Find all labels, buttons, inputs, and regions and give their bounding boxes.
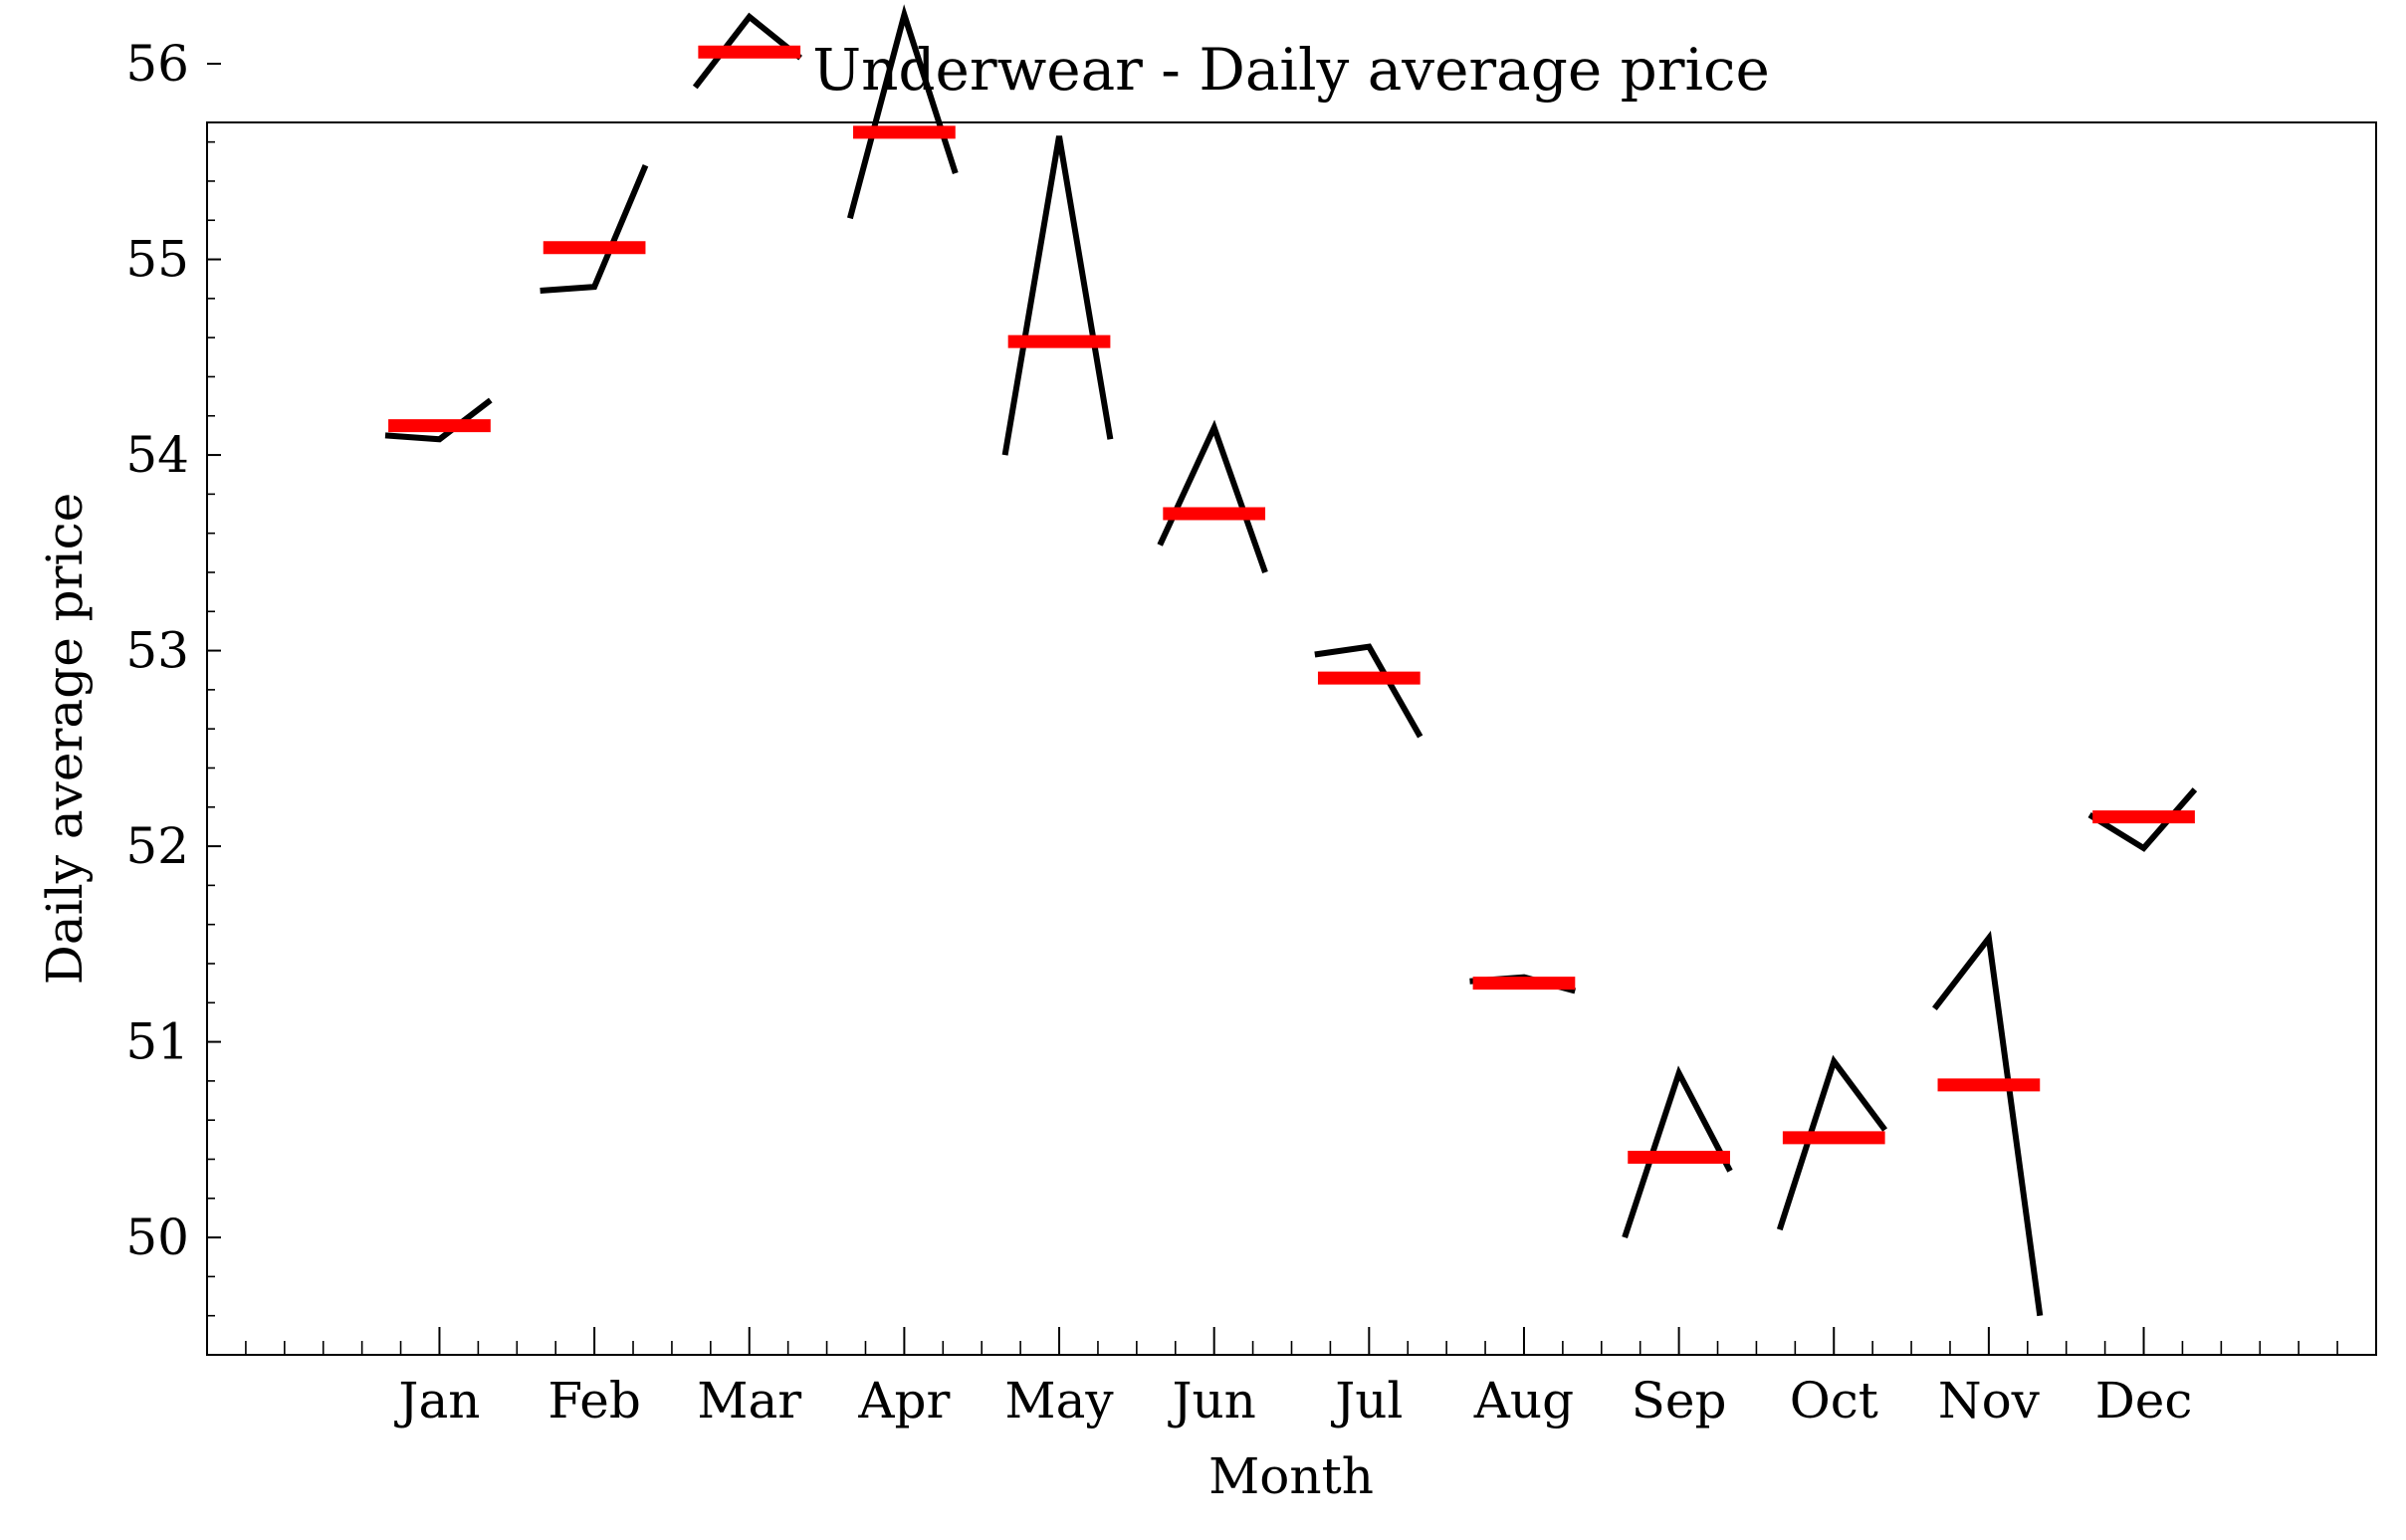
daily-price-line [692, 12, 802, 90]
y-tick-label: 52 [125, 817, 189, 875]
x-tick-label: Jul [1330, 1372, 1403, 1430]
x-tick-label: May [1004, 1372, 1114, 1430]
daily-price-line [1001, 135, 1114, 456]
mean-bars [388, 45, 2195, 1165]
x-axis-label: Month [1208, 1447, 1374, 1505]
daily-price-line [384, 397, 493, 443]
x-tick-label: Sep [1632, 1372, 1727, 1430]
daily-price-line [1776, 1054, 1888, 1231]
x-tick-label: Jan [393, 1372, 480, 1430]
y-tick-label: 51 [125, 1013, 189, 1071]
x-tick-label: Nov [1938, 1372, 2041, 1430]
daily-price-line [1314, 643, 1423, 739]
y-axis-label: Daily average price [36, 493, 94, 985]
x-tick-labels: Jan Feb Mar Apr May Jun Jul Aug Sep Oct Nov Dec [393, 1372, 2192, 1430]
y-tick-label: 50 [125, 1209, 189, 1266]
x-tick-label: Aug [1473, 1372, 1574, 1430]
daily-price-line [540, 164, 649, 294]
x-tick-label: Dec [2095, 1372, 2193, 1430]
y-tick-labels: 50 51 52 53 54 55 56 [125, 35, 189, 1266]
plot-lines [384, 4, 2198, 1317]
chart-title: Underwear - Daily average price [812, 36, 1770, 104]
daily-price-line [847, 4, 959, 220]
daily-price-line [2087, 787, 2198, 852]
x-tick-label: Feb [547, 1372, 641, 1430]
x-tick-label: Oct [1790, 1372, 1878, 1430]
daily-price-line [1157, 419, 1268, 573]
x-tick-label: Mar [697, 1372, 801, 1430]
axis-ticks [206, 63, 2377, 1356]
y-tick-label: 56 [125, 35, 189, 93]
daily-price-line [1932, 930, 2044, 1317]
x-tick-label: Jun [1167, 1372, 1255, 1430]
y-tick-label: 55 [125, 231, 189, 289]
daily-price-line [1622, 1065, 1733, 1239]
plot-frame [206, 121, 2377, 1356]
x-tick-label: Apr [857, 1372, 950, 1430]
y-tick-label: 54 [125, 426, 189, 484]
y-tick-label: 53 [125, 622, 189, 680]
